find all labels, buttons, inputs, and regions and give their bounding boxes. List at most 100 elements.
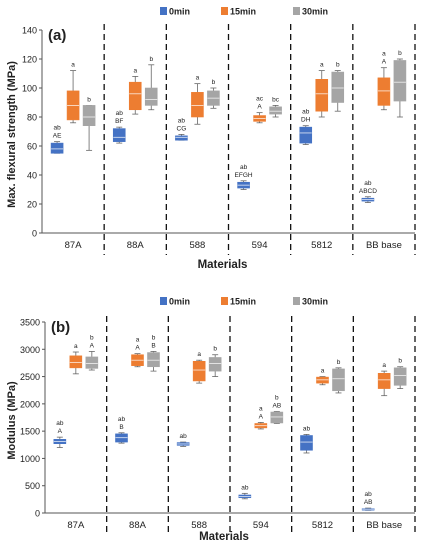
y-tick-label: 1000	[20, 454, 40, 464]
y-tick-label: 40	[27, 171, 37, 181]
significance-label: ab	[241, 484, 249, 491]
y-tick-label: 1500	[20, 427, 40, 437]
x-tick-label: 5812	[312, 520, 333, 531]
box-15min	[69, 355, 83, 369]
significance-label: b	[336, 62, 340, 69]
significance-label: CG	[177, 125, 187, 132]
significance-label: B	[119, 424, 123, 431]
significance-label: AB	[272, 402, 281, 409]
significance-label: ab	[240, 164, 248, 171]
legend-label: 30min	[302, 297, 328, 307]
significance-label: ab	[364, 180, 372, 187]
box-30min	[208, 357, 222, 372]
box-15min	[315, 79, 329, 112]
significance-label: ac	[256, 96, 264, 103]
legend-swatch	[221, 297, 228, 305]
significance-label: A	[90, 342, 95, 349]
significance-label: ab	[303, 425, 311, 432]
significance-label: a	[196, 75, 200, 82]
significance-label: ab	[178, 117, 186, 124]
x-tick-label: 588	[189, 240, 205, 251]
significance-label: A	[259, 413, 264, 420]
y-tick-label: 2500	[20, 372, 40, 382]
legend-swatch	[160, 7, 167, 15]
significance-label: AE	[53, 133, 62, 140]
significance-label: b	[275, 394, 279, 401]
significance-label: b	[398, 50, 402, 57]
significance-label: b	[398, 358, 402, 365]
significance-label: b	[213, 346, 217, 353]
significance-label: ab	[302, 109, 310, 116]
significance-label: ab	[56, 420, 64, 427]
x-axis-title: Materials	[199, 531, 249, 543]
x-tick-label: 88A	[129, 520, 147, 531]
y-tick-label: 3000	[20, 345, 40, 355]
y-tick-label: 100	[22, 84, 37, 94]
significance-label: a	[71, 62, 75, 69]
box-30min	[393, 367, 407, 386]
significance-label: b	[149, 56, 153, 63]
significance-label: EFGH	[235, 172, 253, 179]
x-tick-label: 594	[253, 520, 269, 531]
x-tick-label: 87A	[65, 240, 83, 251]
significance-label: a	[133, 67, 137, 74]
y-tick-label: 20	[27, 200, 37, 210]
y-tick-label: 60	[27, 142, 37, 152]
box-30min	[82, 105, 96, 127]
significance-label: BF	[115, 118, 123, 125]
y-tick-label: 500	[25, 481, 40, 491]
legend-label: 0min	[169, 7, 190, 17]
significance-label: b	[90, 334, 94, 341]
legend-label: 15min	[230, 297, 256, 307]
significance-label: DH	[301, 117, 311, 124]
y-tick-label: 120	[22, 55, 37, 65]
box-30min	[144, 87, 158, 106]
significance-label: a	[74, 343, 78, 350]
significance-label: A	[382, 59, 387, 66]
legend-swatch	[293, 297, 300, 305]
y-tick-label: 80	[27, 113, 37, 123]
x-tick-label: 588	[191, 520, 207, 531]
box-15min	[191, 92, 204, 118]
box-15min	[192, 360, 206, 382]
box-0min	[112, 128, 126, 142]
significance-label: a	[321, 368, 325, 375]
box-30min	[332, 368, 345, 392]
panel-label: (a)	[48, 27, 66, 44]
legend-label: 30min	[302, 7, 328, 17]
x-tick-label: BB base	[366, 240, 402, 251]
y-tick-label: 0	[35, 509, 40, 519]
y-axis-title: Modulus (MPa)	[6, 381, 18, 460]
significance-label: B	[151, 342, 155, 349]
x-tick-label: BB base	[366, 520, 402, 531]
x-tick-label: 88A	[127, 240, 145, 251]
significance-label: b	[152, 334, 156, 341]
significance-label: AB	[364, 499, 373, 506]
significance-label: ab	[53, 125, 61, 132]
y-tick-label: 0	[32, 229, 37, 239]
significance-label: b	[337, 359, 341, 366]
significance-label: A	[58, 428, 63, 435]
y-tick-label: 3500	[20, 318, 40, 328]
box-0min	[50, 142, 64, 154]
significance-label: ab	[365, 491, 373, 498]
box-15min	[377, 372, 391, 389]
panel-label: (b)	[51, 319, 70, 336]
significance-label: ABCD	[359, 188, 377, 195]
significance-label: ab	[118, 416, 126, 423]
x-axis-title: Materials	[198, 259, 248, 271]
legend-swatch	[221, 7, 228, 15]
legend-swatch	[293, 7, 300, 15]
significance-label: A	[257, 104, 262, 111]
significance-label: a	[259, 405, 263, 412]
box-0min	[300, 435, 313, 451]
box-15min	[377, 77, 391, 106]
box-30min	[147, 352, 160, 368]
significance-label: bc	[272, 96, 280, 103]
significance-label: b	[212, 79, 216, 86]
x-tick-label: 87A	[67, 520, 85, 531]
significance-label: b	[87, 96, 91, 103]
box-30min	[270, 411, 284, 424]
